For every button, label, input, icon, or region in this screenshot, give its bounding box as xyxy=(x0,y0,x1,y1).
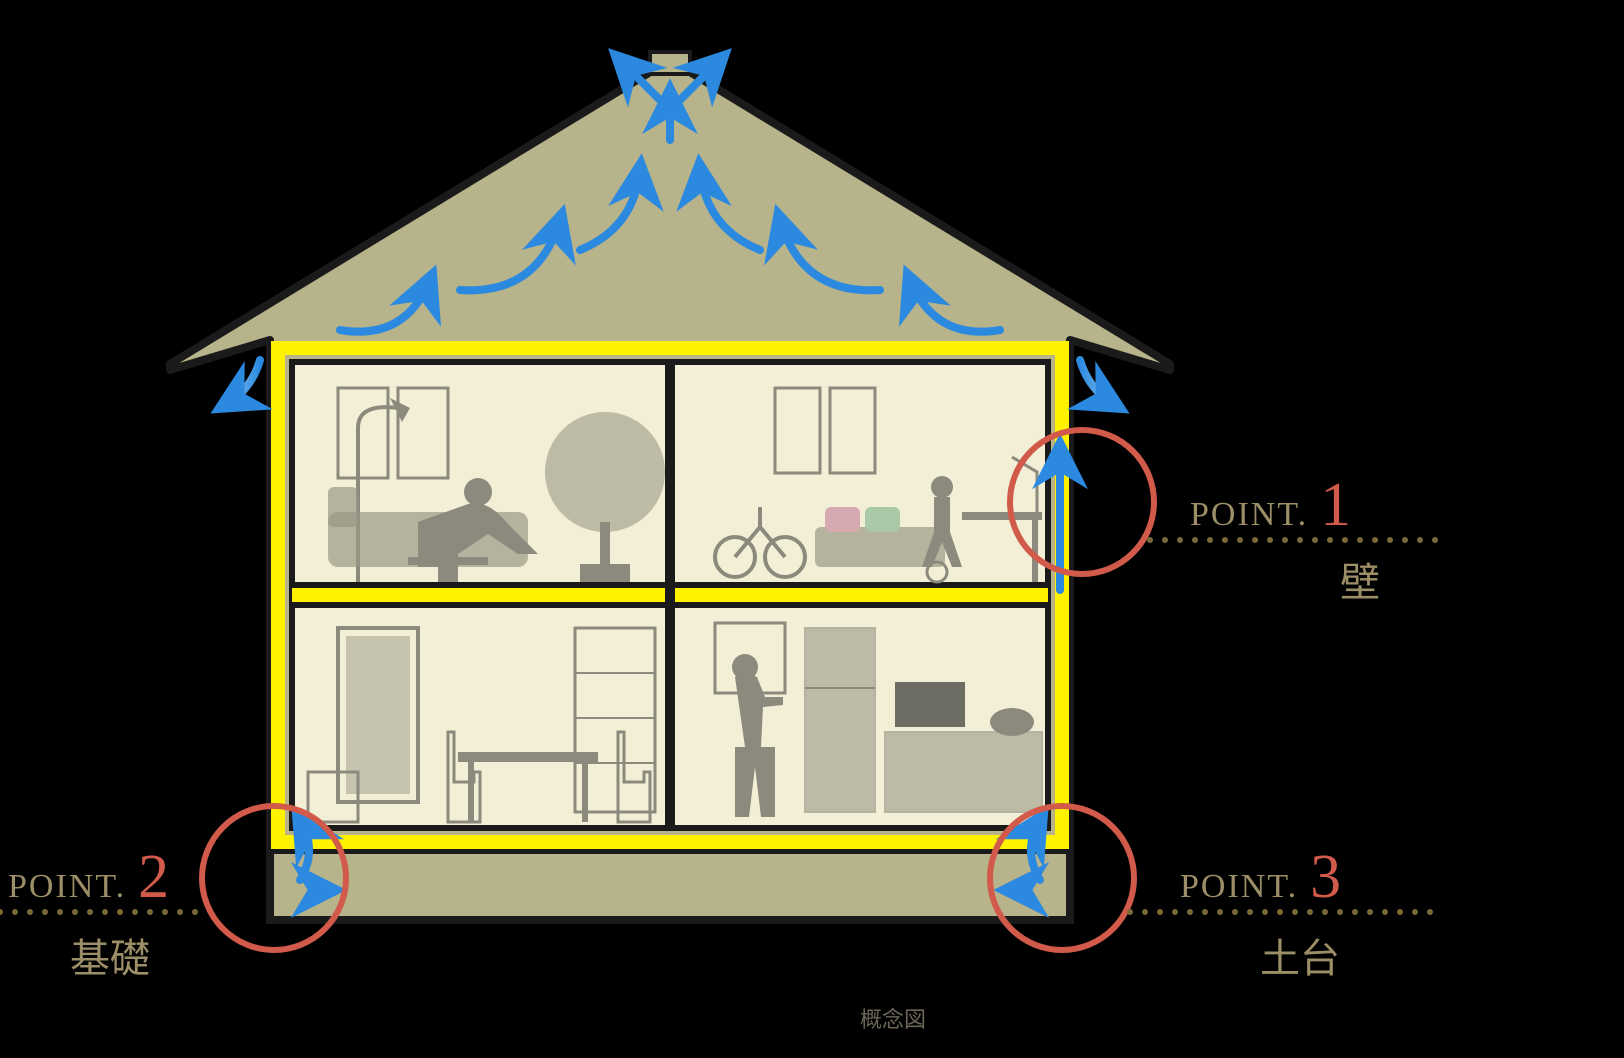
house-svg xyxy=(0,0,1624,1058)
point-number: 3 xyxy=(1310,843,1341,911)
diagram-stage: POINT. 1 壁 POINT. 2 基礎 POINT. 3 土台 概念図 xyxy=(0,0,1624,1058)
callout-point-3: POINT. 3 土台 xyxy=(1180,842,1341,913)
diagram-caption: 概念図 xyxy=(860,1002,926,1034)
point-subtitle: 基礎 xyxy=(70,926,150,984)
point-subtitle: 壁 xyxy=(1340,550,1380,608)
point-label: POINT. xyxy=(8,868,126,905)
callout-point-1: POINT. 1 壁 xyxy=(1190,470,1351,541)
point-number: 2 xyxy=(138,843,169,911)
callout-point-2: POINT. 2 基礎 xyxy=(8,842,169,913)
point-number: 1 xyxy=(1320,471,1351,539)
point-label: POINT. xyxy=(1190,496,1308,533)
point-label: POINT. xyxy=(1180,868,1298,905)
point-subtitle: 土台 xyxy=(1260,926,1340,984)
